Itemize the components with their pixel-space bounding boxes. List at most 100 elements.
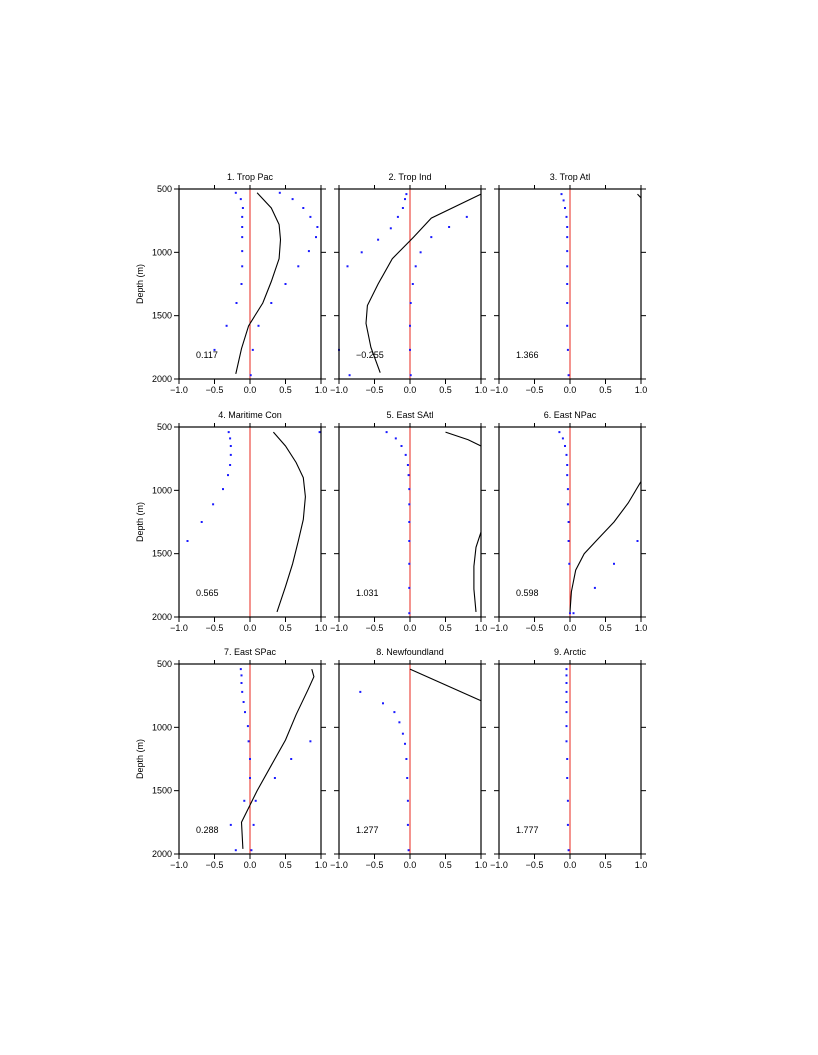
x-tick-label: 1.0 bbox=[635, 623, 648, 633]
x-tick-label: 0.0 bbox=[404, 385, 417, 395]
data-point bbox=[562, 199, 565, 202]
data-point bbox=[407, 849, 410, 852]
data-point bbox=[240, 283, 243, 285]
data-point bbox=[405, 758, 408, 760]
x-tick-label: 0.0 bbox=[404, 623, 417, 633]
data-point bbox=[225, 324, 228, 327]
data-point bbox=[241, 265, 244, 268]
x-tick-label: 1.0 bbox=[315, 860, 328, 870]
data-point bbox=[408, 521, 411, 523]
data-point bbox=[200, 521, 203, 523]
data-point bbox=[568, 562, 571, 565]
y-tick-label: 500 bbox=[157, 422, 172, 432]
x-tick-label: −1.0 bbox=[330, 385, 348, 395]
y-tick-label: 500 bbox=[157, 184, 172, 194]
data-point bbox=[566, 464, 569, 466]
data-point bbox=[250, 849, 253, 852]
data-point bbox=[242, 701, 245, 703]
data-point bbox=[360, 251, 363, 254]
data-point bbox=[227, 474, 229, 477]
data-point bbox=[246, 725, 249, 728]
data-point bbox=[411, 283, 414, 285]
panel-1: −1.0 −0.5 0.0 0.5 1.0 500 1000 1500 2000 1. Trop … bbox=[135, 172, 327, 395]
data-point bbox=[613, 562, 615, 565]
data-point bbox=[400, 445, 403, 447]
data-point bbox=[359, 690, 362, 693]
data-point bbox=[566, 302, 569, 304]
x-tick-label: 0.5 bbox=[599, 623, 612, 633]
panel-7: −1.0 −0.5 0.0 0.5 1.0 500 1000 1500 2000 7. East … bbox=[135, 647, 327, 870]
data-point bbox=[565, 674, 568, 677]
panel-6: −1.0 −0.5 0.0 0.5 1.0 6. East NPac 0.598 bbox=[490, 410, 647, 633]
x-tick-label: 1.0 bbox=[315, 623, 328, 633]
data-point bbox=[565, 725, 568, 728]
y-tick-label: 2000 bbox=[152, 374, 172, 384]
y-tick-label: 1500 bbox=[152, 786, 172, 796]
panel-annotation: 0.117 bbox=[196, 350, 218, 360]
panel-title: 8. Newfoundland bbox=[376, 647, 444, 657]
data-point bbox=[346, 265, 349, 268]
data-point bbox=[318, 431, 321, 434]
data-point bbox=[567, 540, 570, 542]
data-point bbox=[409, 302, 412, 304]
panel-2: −1.0 −0.5 0.0 0.5 1.0 2. Trop Ind −0.255 bbox=[330, 172, 487, 395]
data-point bbox=[409, 348, 411, 351]
x-tick-label: 1.0 bbox=[635, 385, 648, 395]
data-point bbox=[567, 374, 570, 377]
data-point bbox=[241, 207, 244, 209]
data-point bbox=[234, 849, 237, 852]
data-point bbox=[234, 191, 237, 194]
data-point bbox=[419, 251, 422, 254]
data-point bbox=[229, 445, 232, 447]
data-point bbox=[566, 226, 569, 228]
data-point bbox=[567, 521, 570, 523]
data-point bbox=[241, 690, 244, 693]
panel-title: 3. Trop Atl bbox=[550, 172, 591, 182]
data-point bbox=[407, 474, 410, 477]
profile-line bbox=[445, 431, 482, 447]
data-point bbox=[565, 701, 568, 703]
panel-title: 6. East NPac bbox=[544, 410, 597, 420]
panel-annotation: 0.288 bbox=[196, 825, 219, 835]
data-point bbox=[297, 265, 300, 268]
panel-annotation: 1.031 bbox=[356, 588, 379, 598]
x-tick-label: 0.5 bbox=[439, 860, 452, 870]
x-tick-label: 0.0 bbox=[244, 385, 257, 395]
x-tick-label: 0.5 bbox=[599, 860, 612, 870]
data-point bbox=[406, 464, 409, 466]
panel-annotation: 0.565 bbox=[196, 588, 219, 598]
data-point bbox=[227, 431, 230, 434]
data-point bbox=[249, 777, 251, 779]
x-tick-label: −0.5 bbox=[366, 385, 384, 395]
data-point bbox=[251, 348, 254, 351]
data-point bbox=[566, 348, 569, 351]
data-point bbox=[389, 227, 392, 230]
data-point bbox=[284, 283, 287, 285]
data-point bbox=[408, 586, 411, 589]
data-point bbox=[309, 740, 312, 743]
data-point bbox=[558, 431, 561, 434]
data-point bbox=[565, 682, 568, 684]
data-point bbox=[565, 740, 568, 743]
data-point bbox=[239, 198, 242, 201]
data-point bbox=[408, 503, 411, 506]
x-tick-label: 1.0 bbox=[315, 385, 328, 395]
profile-line bbox=[409, 668, 482, 702]
x-tick-label: −1.0 bbox=[330, 623, 348, 633]
panel-8: −1.0 −0.5 0.0 0.5 1.0 8. Newfoundland 1.277 bbox=[330, 647, 487, 870]
data-point bbox=[307, 250, 310, 253]
x-tick-label: −1.0 bbox=[170, 623, 188, 633]
data-point bbox=[406, 823, 409, 826]
data-point bbox=[405, 193, 408, 196]
profile-line bbox=[240, 668, 315, 849]
x-tick-label: −0.5 bbox=[366, 623, 384, 633]
data-point bbox=[229, 464, 232, 466]
data-point bbox=[243, 799, 246, 802]
y-axis-label: Depth (m) bbox=[135, 264, 145, 304]
y-axis-label: Depth (m) bbox=[135, 739, 145, 779]
y-tick-label: 1000 bbox=[152, 247, 172, 257]
profile-line bbox=[569, 481, 642, 612]
data-point bbox=[565, 453, 568, 456]
data-point bbox=[566, 250, 569, 253]
